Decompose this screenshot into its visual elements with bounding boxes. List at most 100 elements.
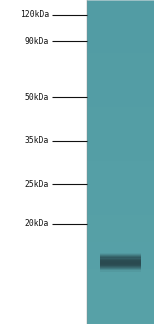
Bar: [87, 202, 154, 203]
Bar: [87, 68, 154, 69]
Bar: [87, 224, 154, 225]
Bar: [100, 269, 141, 273]
Bar: [87, 81, 154, 82]
Bar: [87, 198, 154, 199]
Bar: [100, 253, 141, 257]
Bar: [87, 137, 154, 138]
Bar: [87, 176, 154, 177]
Bar: [87, 95, 154, 96]
Bar: [87, 62, 154, 63]
Bar: [87, 119, 154, 120]
Bar: [87, 146, 154, 147]
Bar: [87, 236, 154, 237]
Bar: [87, 192, 154, 193]
Bar: [87, 276, 154, 278]
Bar: [87, 130, 154, 131]
Bar: [87, 126, 154, 127]
Bar: [87, 107, 154, 108]
Bar: [87, 120, 154, 121]
Bar: [87, 70, 154, 71]
Bar: [87, 193, 154, 194]
Bar: [87, 206, 154, 207]
Bar: [87, 322, 154, 323]
Bar: [87, 80, 154, 81]
Bar: [87, 311, 154, 312]
Bar: [87, 232, 154, 233]
Bar: [87, 94, 154, 95]
Bar: [87, 278, 154, 279]
Bar: [87, 287, 154, 288]
Bar: [87, 263, 154, 265]
Bar: [87, 142, 154, 143]
Bar: [87, 44, 154, 45]
Bar: [100, 267, 141, 271]
Bar: [87, 53, 154, 54]
Bar: [87, 304, 154, 305]
Bar: [87, 207, 154, 208]
Bar: [87, 190, 154, 191]
Text: 50kDa: 50kDa: [25, 93, 49, 102]
Bar: [87, 159, 154, 160]
Bar: [100, 268, 141, 272]
Bar: [87, 260, 154, 261]
Bar: [87, 243, 154, 244]
Bar: [87, 131, 154, 132]
Bar: [87, 305, 154, 306]
Bar: [87, 247, 154, 249]
Bar: [87, 313, 154, 314]
Bar: [87, 24, 154, 25]
Bar: [87, 155, 154, 156]
Bar: [87, 300, 154, 301]
Bar: [87, 269, 154, 270]
Bar: [87, 3, 154, 4]
Bar: [87, 285, 154, 286]
Bar: [87, 36, 154, 37]
Bar: [87, 230, 154, 231]
Bar: [87, 124, 154, 125]
Bar: [87, 69, 154, 70]
Bar: [87, 29, 154, 30]
Bar: [87, 37, 154, 38]
Bar: [87, 309, 154, 310]
Bar: [87, 310, 154, 311]
Bar: [87, 138, 154, 139]
Bar: [87, 286, 154, 287]
Bar: [87, 75, 154, 77]
Bar: [87, 48, 154, 49]
Bar: [87, 77, 154, 78]
Bar: [87, 165, 154, 166]
Text: 90kDa: 90kDa: [25, 37, 49, 46]
Bar: [87, 169, 154, 171]
Bar: [87, 125, 154, 126]
Bar: [87, 19, 154, 20]
Bar: [87, 265, 154, 266]
Bar: [87, 78, 154, 79]
Bar: [87, 279, 154, 280]
Bar: [87, 111, 154, 112]
Bar: [87, 252, 154, 253]
Bar: [87, 156, 154, 158]
Bar: [87, 245, 154, 246]
Bar: [87, 46, 154, 48]
Bar: [87, 20, 154, 22]
Bar: [87, 26, 154, 27]
Bar: [87, 39, 154, 40]
Bar: [87, 7, 154, 9]
Bar: [87, 213, 154, 214]
Bar: [100, 256, 141, 260]
Bar: [87, 108, 154, 109]
Bar: [87, 302, 154, 304]
Bar: [100, 259, 141, 262]
Bar: [87, 200, 154, 201]
Bar: [87, 82, 154, 83]
Bar: [87, 283, 154, 284]
Bar: [87, 179, 154, 180]
Bar: [87, 84, 154, 85]
Bar: [87, 257, 154, 258]
Bar: [87, 161, 154, 162]
Bar: [87, 162, 154, 163]
Bar: [87, 268, 154, 269]
Bar: [87, 163, 154, 164]
Bar: [87, 210, 154, 211]
Bar: [87, 63, 154, 64]
